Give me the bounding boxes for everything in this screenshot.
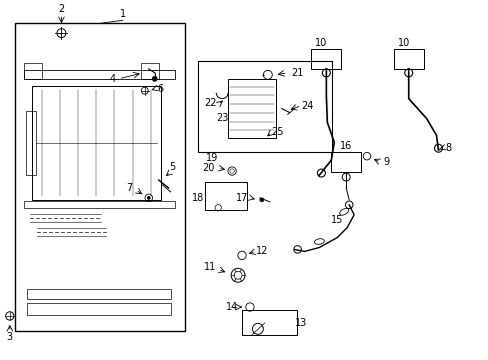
Bar — [141, 63, 158, 79]
Bar — [24, 63, 41, 79]
Bar — [205, 182, 246, 210]
Bar — [24, 201, 174, 208]
Bar — [24, 70, 174, 79]
Text: 6: 6 — [157, 84, 163, 94]
Text: 2: 2 — [58, 4, 64, 14]
Circle shape — [259, 198, 264, 202]
Bar — [32, 86, 161, 200]
Bar — [228, 79, 275, 138]
Text: 23: 23 — [216, 113, 228, 123]
Text: 17: 17 — [235, 193, 248, 203]
Text: 18: 18 — [192, 193, 204, 203]
Text: 9: 9 — [383, 157, 389, 167]
Text: 15: 15 — [330, 215, 343, 225]
Text: 25: 25 — [271, 127, 284, 138]
Text: 4: 4 — [110, 74, 116, 84]
Bar — [242, 310, 296, 335]
Circle shape — [147, 196, 150, 199]
Text: 8: 8 — [445, 143, 450, 153]
Text: 21: 21 — [291, 68, 303, 78]
Bar — [198, 61, 332, 152]
Text: 24: 24 — [301, 100, 313, 111]
Text: 5: 5 — [169, 162, 175, 172]
Text: 19: 19 — [206, 153, 218, 163]
Text: 16: 16 — [339, 141, 352, 151]
Bar — [331, 152, 360, 172]
Text: 14: 14 — [225, 302, 238, 312]
Bar — [311, 49, 341, 69]
Circle shape — [152, 76, 157, 81]
Bar — [15, 23, 185, 331]
Text: 12: 12 — [255, 247, 267, 256]
Text: 10: 10 — [397, 38, 409, 48]
Bar — [393, 49, 423, 69]
Bar — [27, 303, 170, 315]
Text: 22: 22 — [203, 98, 216, 108]
Text: 3: 3 — [7, 332, 13, 342]
Text: 7: 7 — [125, 183, 132, 193]
Text: 20: 20 — [202, 163, 214, 173]
Bar — [26, 111, 36, 175]
Text: 13: 13 — [295, 318, 307, 328]
Text: 1: 1 — [120, 9, 126, 19]
Text: 11: 11 — [203, 262, 216, 272]
Text: 10: 10 — [315, 38, 327, 48]
Bar — [27, 289, 170, 299]
